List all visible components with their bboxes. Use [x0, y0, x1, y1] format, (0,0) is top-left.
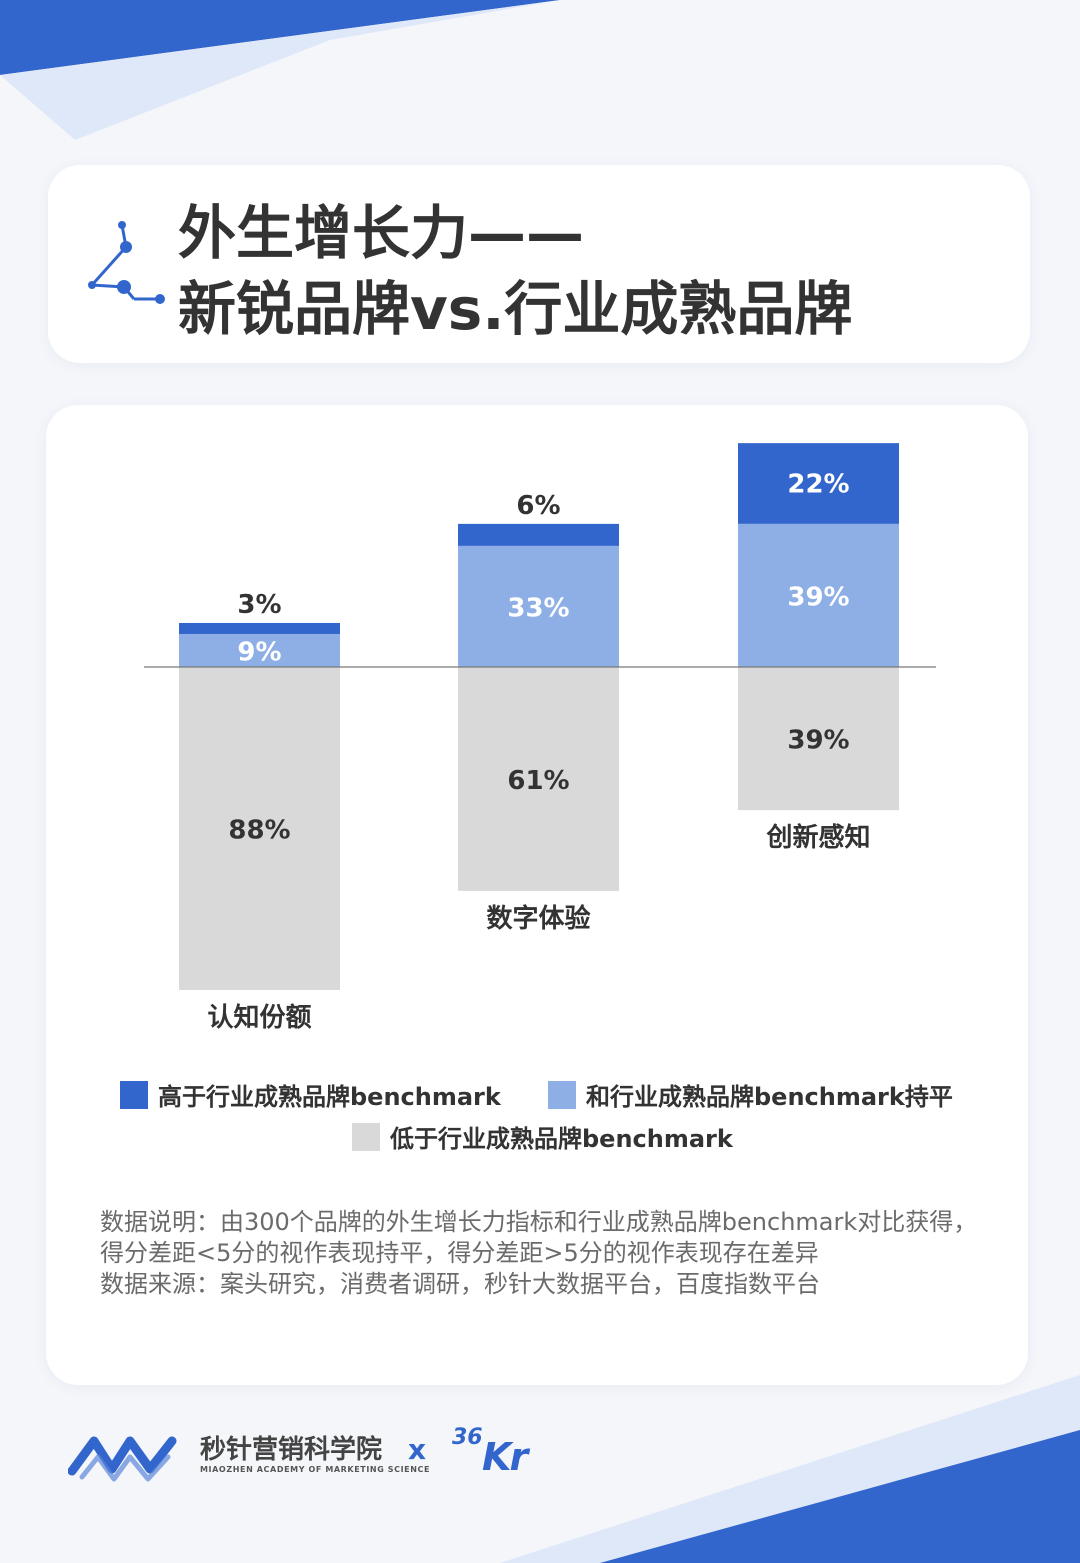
data-label-lower-0: 88% — [228, 815, 290, 845]
footer-branding: 秒针营销科学院 MIAOZHEN ACADEMY OF MARKETING SC… — [68, 1425, 668, 1495]
data-label-higher-2: 22% — [787, 470, 849, 500]
bar-equal-1 — [458, 545, 619, 667]
page-title-line2: 新锐品牌vs.行业成熟品牌 — [178, 275, 853, 343]
bar-equal-0 — [179, 633, 340, 667]
data-label-lower-2: 39% — [787, 726, 849, 756]
stacked-bar-chart: 3% 9% 88% 认知份额 6% 33% 61% 数字体验 22% 39% 39% 创新感知 — [144, 443, 936, 1033]
title-card: 外生增长力—— 新锐品牌vs.行业成熟品牌 — [48, 165, 1030, 363]
partner-logo-36: 36 — [452, 1425, 483, 1450]
partner-logo-kr: Kr — [482, 1435, 528, 1479]
brand-separator: x — [408, 1433, 427, 1466]
brand-subtitle: MIAOZHEN ACADEMY OF MARKETING SCIENCE — [200, 1465, 431, 1474]
category-label-1: 数字体验 — [486, 903, 590, 934]
bar-lower-1 — [458, 667, 619, 891]
notes-line-2: 得分差距<5分的视作表现持平，得分差距>5分的视作表现存在差异 — [100, 1239, 819, 1267]
category-label-2: 创新感知 — [765, 822, 870, 853]
data-label-lower-1: 61% — [507, 766, 569, 796]
chart-card: 3% 9% 88% 认知份额 6% 33% 61% 数字体验 22% 39% 39% 创新感知 高于行… — [46, 405, 1028, 1385]
bar-higher-0 — [179, 622, 340, 634]
legend-swatch-equal — [548, 1080, 576, 1109]
legend-item-higher: 高于行业成熟品牌benchmark — [120, 1077, 501, 1112]
miaozhen-logo-icon — [68, 1436, 177, 1482]
data-label-equal-0: 9% — [237, 637, 281, 667]
bar-lower-0 — [179, 667, 340, 990]
legend-swatch-higher — [120, 1080, 148, 1109]
category-label-0: 认知份额 — [207, 1003, 311, 1033]
data-notes: 数据说明：由300个品牌的外生增长力指标和行业成熟品牌benchmark对比获得… — [100, 1207, 1000, 1300]
legend-item-lower: 低于行业成熟品牌benchmark — [352, 1119, 733, 1154]
data-label-higher-1: 6% — [516, 491, 560, 521]
page-title: 外生增长力—— 新锐品牌vs.行业成熟品牌 — [178, 195, 852, 347]
legend-label-lower: 低于行业成熟品牌benchmark — [390, 1125, 733, 1153]
brand-name: 秒针营销科学院 — [200, 1435, 383, 1465]
bar-higher-1 — [458, 523, 619, 546]
constellation-icon — [88, 221, 165, 304]
legend-swatch-lower — [352, 1122, 380, 1151]
bar-lower-2 — [738, 667, 899, 811]
data-label-equal-2: 39% — [787, 582, 849, 612]
legend-item-equal: 和行业成熟品牌benchmark持平 — [548, 1077, 953, 1112]
data-label-higher-0: 3% — [237, 590, 281, 620]
page-title-line1: 外生增长力—— — [178, 199, 585, 267]
bar-higher-2 — [738, 443, 899, 524]
legend-label-equal: 和行业成熟品牌benchmark持平 — [586, 1083, 953, 1111]
data-label-equal-1: 33% — [507, 593, 569, 623]
notes-line-3: 数据来源：案头研究，消费者调研，秒针大数据平台，百度指数平台 — [100, 1270, 820, 1298]
legend-label-higher: 高于行业成熟品牌benchmark — [158, 1083, 501, 1111]
bar-equal-2 — [738, 523, 899, 667]
notes-line-1: 数据说明：由300个品牌的外生增长力指标和行业成熟品牌benchmark对比获得… — [100, 1208, 978, 1236]
